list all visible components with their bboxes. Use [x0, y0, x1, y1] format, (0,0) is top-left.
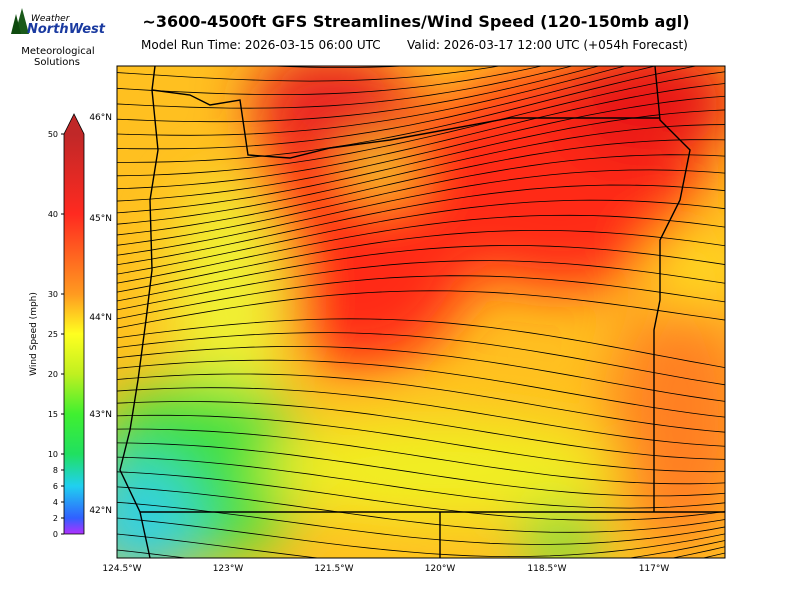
streamline [117, 214, 725, 284]
streamline [117, 471, 725, 521]
lat-label: 45°N [89, 214, 112, 224]
streamline [117, 318, 725, 369]
streamline [117, 139, 725, 236]
streamline [117, 275, 725, 320]
lon-label: 117°W [639, 564, 670, 574]
lat-label: 42°N [89, 506, 112, 516]
streamline [117, 154, 725, 246]
streamline [117, 66, 574, 109]
streamline [117, 66, 502, 82]
colorbar-tick-label: 50 [48, 130, 58, 139]
colorbar-tick-label: 20 [48, 370, 58, 379]
streamline [110, 565, 730, 600]
streamline [117, 533, 725, 558]
streamline [117, 414, 725, 473]
streamline [117, 66, 699, 163]
streamline [117, 66, 657, 150]
lat-label: 43°N [89, 410, 112, 420]
streamline [117, 66, 627, 136]
streamline [117, 109, 725, 214]
streamline [117, 373, 725, 433]
colorbar-tick-label: 30 [48, 290, 58, 299]
valid-time: Valid: 2026-03-17 12:00 UTC (+054h Forec… [407, 38, 688, 52]
streamline [117, 456, 725, 509]
streamline [117, 428, 725, 485]
lon-label: 121.5°W [314, 564, 353, 574]
colorbar: Wind Speed (mph) 0 2 4 6 8 10 15 20 25 30 40 50 [29, 113, 85, 539]
model-run: Model Run Time: 2026-03-15 06:00 UTC [141, 38, 381, 52]
streamline [117, 290, 725, 329]
streamline [117, 184, 725, 266]
streamline [117, 387, 725, 447]
streamline [117, 486, 725, 533]
colorbar-tick-label: 8 [53, 466, 58, 475]
streamline [110, 558, 730, 600]
streamline [117, 332, 725, 386]
lon-label: 124.5°W [102, 564, 141, 574]
streamline [117, 230, 725, 293]
lat-label: 46°N [89, 113, 112, 123]
logo-caption: Solutions [34, 57, 80, 68]
streamline [117, 199, 725, 275]
lon-label: 120°W [425, 564, 456, 574]
colorbar-tick-label: 10 [48, 450, 58, 459]
streamline [117, 359, 725, 418]
logo-brand-bottom: NorthWest [27, 22, 106, 37]
colorbar-label: Wind Speed (mph) [29, 292, 39, 376]
colorbar-tick-label: 4 [53, 498, 58, 507]
wind-map [110, 66, 730, 600]
logo-brand-top: Weather [31, 14, 71, 24]
streamline [117, 66, 601, 123]
lon-label: 118.5°W [527, 564, 566, 574]
colorbar-tick-label: 0 [53, 530, 58, 539]
title: ~3600-4500ft GFS Streamlines/Wind Speed … [142, 12, 689, 31]
colorbar-tick-label: 25 [48, 330, 58, 339]
streamline [117, 401, 725, 460]
streamline [110, 571, 730, 600]
streamline [117, 71, 725, 177]
streamline [117, 260, 725, 311]
streamline [117, 169, 725, 256]
streamline [117, 83, 725, 190]
logo: Weather NorthWest Meteorological Solutio… [11, 8, 106, 68]
lat-label: 44°N [89, 313, 112, 323]
streamline [117, 95, 725, 202]
streamline [117, 442, 725, 497]
streamline [117, 66, 544, 95]
streamline [117, 245, 725, 302]
colorbar-tick-label: 6 [53, 482, 58, 491]
colorbar-tick-label: 2 [53, 514, 58, 523]
streamline [117, 124, 725, 225]
streamline [117, 345, 725, 402]
colorbar-tick-label: 15 [48, 410, 58, 419]
logo-caption: Meteorological [21, 46, 94, 57]
lon-label: 123°W [213, 564, 244, 574]
streamline [117, 517, 725, 558]
map-frame [116, 65, 726, 559]
colorbar-tick-label: 40 [48, 210, 58, 219]
